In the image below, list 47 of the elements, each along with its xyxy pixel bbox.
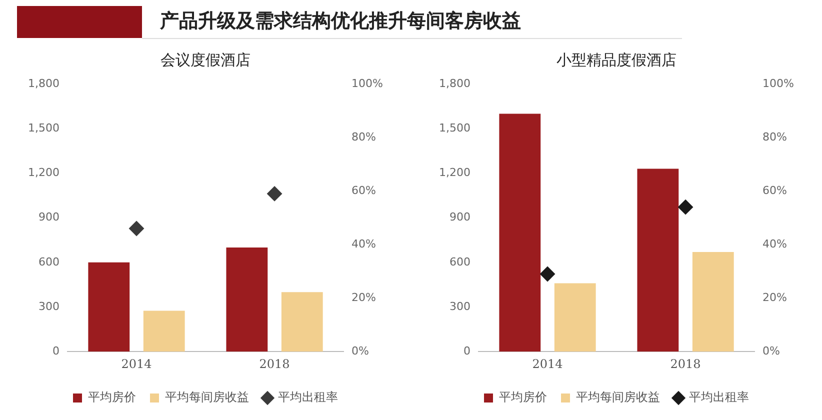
bar — [637, 168, 679, 352]
y-tick-label: 1,800 — [438, 76, 470, 90]
y2-tick-label: 80% — [352, 130, 376, 144]
y2-tick-label: 60% — [762, 184, 788, 197]
y2-tick-label: 20% — [762, 290, 788, 304]
y2-tick-label: 60% — [352, 184, 376, 197]
y-tick-label: 1,500 — [438, 121, 470, 134]
text: 产品升级及需求结构优化推升每间客房收益 — [160, 9, 521, 34]
y-tick-label: 300 — [38, 300, 60, 313]
y-tick-label: 0 — [52, 344, 60, 358]
y2-tick-label: 40% — [762, 237, 788, 250]
bar — [143, 310, 185, 352]
legend-label: 平均房价 — [88, 390, 136, 404]
y2-tick-label: 20% — [352, 290, 376, 304]
y2-tick-label: 0% — [762, 344, 780, 358]
y-tick-label: 1,800 — [28, 76, 60, 90]
x-tick-label: 2018 — [670, 356, 701, 371]
y-tick-label: 600 — [449, 255, 470, 268]
y-tick-label: 600 — [38, 255, 60, 268]
y2-tick-label: 100% — [352, 76, 384, 90]
x-tick-label: 2014 — [121, 356, 152, 371]
y2-tick-label: 80% — [762, 130, 788, 144]
bar — [499, 114, 541, 352]
chart-title: 会议度假酒店 — [160, 50, 250, 69]
legend-label: 平均出租率 — [689, 390, 749, 404]
bar — [281, 292, 323, 352]
y2-tick-label: 40% — [352, 237, 376, 250]
bar — [554, 283, 596, 352]
legend-label: 平均每间房收益 — [165, 390, 249, 404]
y-tick-label: 900 — [449, 210, 470, 224]
y-tick-label: 1,200 — [438, 166, 470, 180]
y2-tick-label: 0% — [352, 344, 370, 358]
legend-label: 平均出租率 — [278, 390, 338, 404]
x-tick-label: 2014 — [532, 356, 564, 371]
chart-title: 小型精品度假酒店 — [556, 50, 676, 69]
y2-tick-label: 100% — [762, 76, 794, 90]
y-tick-label: 1,500 — [28, 121, 60, 134]
bar — [692, 252, 734, 352]
bar — [226, 248, 268, 352]
legend-label: 平均每间房收益 — [576, 390, 660, 404]
bar — [88, 262, 130, 352]
legend-label: 平均房价 — [499, 390, 547, 404]
x-tick-label: 2018 — [259, 356, 290, 371]
y-tick-label: 0 — [463, 344, 470, 358]
y-tick-label: 900 — [38, 210, 60, 224]
y-tick-label: 300 — [449, 300, 470, 313]
y-tick-label: 1,200 — [28, 166, 60, 180]
